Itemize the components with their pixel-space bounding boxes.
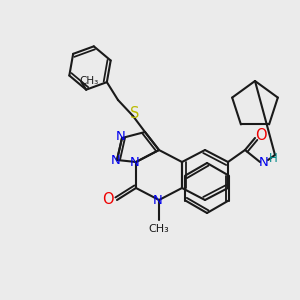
- Text: N: N: [259, 157, 269, 169]
- Text: H: H: [268, 152, 278, 166]
- Text: N: N: [111, 154, 121, 166]
- Text: O: O: [102, 193, 114, 208]
- Text: N: N: [130, 155, 140, 169]
- Text: CH₃: CH₃: [80, 76, 99, 86]
- Text: CH₃: CH₃: [148, 224, 170, 234]
- Text: S: S: [130, 106, 140, 122]
- Text: N: N: [153, 194, 163, 208]
- Text: N: N: [116, 130, 126, 143]
- Text: O: O: [255, 128, 267, 143]
